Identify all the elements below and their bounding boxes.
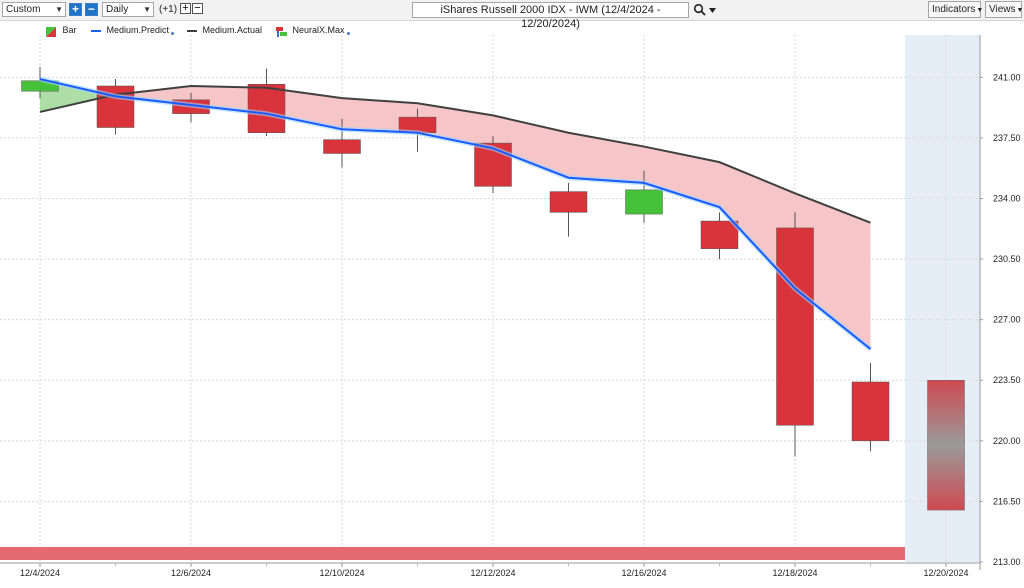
x-tick-label: 12/18/2024	[772, 568, 817, 578]
settings-dot-icon[interactable]	[171, 32, 175, 35]
legend-label-neuralx: NeuralX.Max	[292, 25, 345, 35]
y-tick-label: 223.50	[993, 375, 1021, 385]
candle-body	[776, 227, 814, 426]
chevron-down-icon: ▼	[976, 7, 984, 14]
y-tick-label: 216.50	[993, 496, 1021, 506]
x-tick-label: 12/4/2024	[20, 568, 60, 578]
settings-dot-icon[interactable]	[346, 32, 350, 35]
chevron-down-icon: ▼	[55, 5, 63, 14]
neuralx-legend-icon	[276, 26, 287, 37]
indicators-button[interactable]: Indicators▼	[928, 1, 984, 18]
x-tick-label: 12/10/2024	[319, 568, 364, 578]
candle-body	[700, 220, 739, 249]
bar-legend-icon	[46, 26, 56, 37]
legend-label-actual: Medium.Actual	[202, 25, 263, 35]
toolbar: Custom ▼ + − Daily ▼ (+1) + − iShares Ru…	[0, 0, 1024, 30]
y-tick-label: 213.00	[993, 557, 1021, 567]
candle-body	[247, 84, 286, 133]
views-label: Views	[989, 4, 1016, 15]
legend-item-medium-actual[interactable]: Medium.Actual	[187, 25, 262, 35]
y-tick-label: 241.00	[993, 72, 1021, 82]
chart-title: iShares Russell 2000 IDX - IWM (12/4/202…	[440, 4, 661, 30]
views-button[interactable]: Views▼	[985, 1, 1024, 18]
x-tick-label: 12/6/2024	[171, 568, 211, 578]
forecast-candle	[927, 379, 965, 511]
candle-body	[549, 191, 588, 213]
medium-actual-line	[39, 84, 871, 224]
legend-label-bar: Bar	[62, 25, 77, 35]
offset-label: (+1)	[159, 4, 178, 15]
medium-predict-line	[39, 78, 872, 350]
legend-label-predict: Medium.Predict	[106, 25, 170, 35]
chevron-down-icon: ▼	[143, 5, 151, 14]
candle-body	[851, 381, 890, 442]
legend-line-actual	[187, 29, 197, 32]
offset-increase-icon[interactable]: +	[180, 3, 191, 14]
candle-body	[625, 189, 663, 215]
y-tick-label: 237.50	[993, 133, 1021, 143]
range-select[interactable]: Custom ▼	[2, 2, 66, 17]
chevron-down-icon: ▼	[1016, 7, 1024, 14]
indicators-label: Indicators	[932, 4, 976, 15]
candle-body	[323, 139, 361, 154]
y-tick-label: 220.00	[993, 436, 1021, 446]
legend-item-medium-predict[interactable]: Medium.Predict	[91, 25, 175, 35]
x-tick-label: 12/12/2024	[470, 568, 515, 578]
y-tick-label: 234.00	[993, 193, 1021, 203]
range-select-value: Custom	[6, 4, 41, 15]
legend-item-bar[interactable]: Bar	[46, 25, 77, 37]
x-tick-label: 12/16/2024	[621, 568, 666, 578]
y-tick-label: 230.50	[993, 254, 1021, 264]
neuralx-strip	[0, 547, 905, 560]
offset-decrease-icon[interactable]: −	[192, 3, 203, 14]
zoom-out-icon[interactable]: −	[85, 3, 98, 16]
period-select-value: Daily	[106, 4, 129, 15]
band-below	[111, 85, 871, 350]
legend-line-predict	[91, 29, 101, 32]
search-icon[interactable]	[693, 3, 707, 17]
y-tick-label: 227.00	[993, 315, 1021, 325]
x-tick-label: 12/20/2024	[923, 568, 968, 578]
chevron-down-icon[interactable]	[708, 6, 717, 15]
period-select[interactable]: Daily ▼	[102, 2, 154, 17]
zoom-in-icon[interactable]: +	[69, 3, 82, 16]
chart-title-box[interactable]: iShares Russell 2000 IDX - IWM (12/4/202…	[412, 2, 689, 30]
legend-item-neuralx-max[interactable]: NeuralX.Max	[276, 25, 350, 37]
